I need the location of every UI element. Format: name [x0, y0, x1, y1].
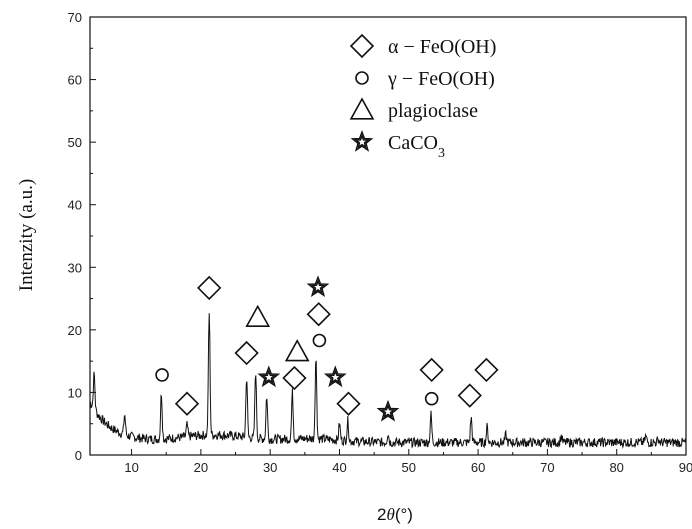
legend-circle-icon — [355, 71, 369, 85]
x-tick-label: 30 — [263, 460, 277, 475]
diamond-marker — [457, 383, 482, 408]
legend: α − FeO(OH) γ − FeO(OH) plagioclase CaCO3 — [349, 33, 496, 161]
triangle-marker — [245, 304, 271, 327]
x-tick-label: 20 — [194, 460, 208, 475]
y-tick-label: 40 — [68, 198, 82, 213]
x-tick-label: 60 — [471, 460, 485, 475]
peak-annotations — [155, 275, 499, 422]
triangle-marker — [284, 339, 310, 362]
diamond-marker — [197, 275, 222, 301]
y-tick-label: 0 — [75, 448, 82, 463]
x-tick-label: 80 — [609, 460, 623, 475]
star-marker — [376, 399, 400, 422]
y-ticks: 0 10 20 30 40 50 60 70 — [68, 10, 96, 463]
y-axis-label: Intenzity (a.u.) — [16, 179, 37, 291]
x-ticks: 10 20 30 40 50 60 70 80 90 — [124, 449, 692, 475]
x-tick-label: 90 — [679, 460, 692, 475]
legend-label: γ − FeO(OH) — [387, 68, 495, 90]
y-tick-label: 20 — [68, 323, 82, 338]
x-tick-label: 10 — [124, 460, 138, 475]
xrd-pattern-line — [89, 313, 687, 450]
x-tick-label: 40 — [332, 460, 346, 475]
legend-triangle-icon — [349, 97, 375, 120]
legend-label: α − FeO(OH) — [388, 36, 496, 58]
star-marker — [257, 365, 281, 388]
y-tick-label: 10 — [68, 385, 82, 400]
circle-marker — [155, 368, 169, 382]
legend-star-icon — [350, 130, 374, 152]
circle-marker — [424, 391, 439, 406]
x-tick-label: 70 — [540, 460, 554, 475]
diamond-marker — [234, 340, 259, 366]
y-tick-label: 70 — [68, 10, 82, 25]
y-tick-label: 50 — [68, 135, 82, 150]
diamond-marker — [306, 302, 331, 327]
x-axis-label: 2θ(°) — [377, 505, 413, 524]
x-tick-label: 50 — [402, 460, 416, 475]
diamond-marker — [419, 357, 444, 383]
y-tick-label: 60 — [68, 73, 82, 88]
diamond-marker — [282, 365, 307, 391]
star-marker — [306, 275, 330, 298]
diamond-marker — [174, 391, 200, 416]
y-tick-label: 30 — [68, 260, 82, 275]
star-marker — [323, 365, 347, 388]
legend-label: CaCO3 — [388, 132, 445, 161]
legend-diamond-icon — [349, 33, 375, 59]
circle-marker — [312, 333, 327, 348]
diamond-marker — [336, 391, 361, 416]
diamond-marker — [474, 357, 499, 383]
legend-label: plagioclase — [388, 100, 478, 122]
